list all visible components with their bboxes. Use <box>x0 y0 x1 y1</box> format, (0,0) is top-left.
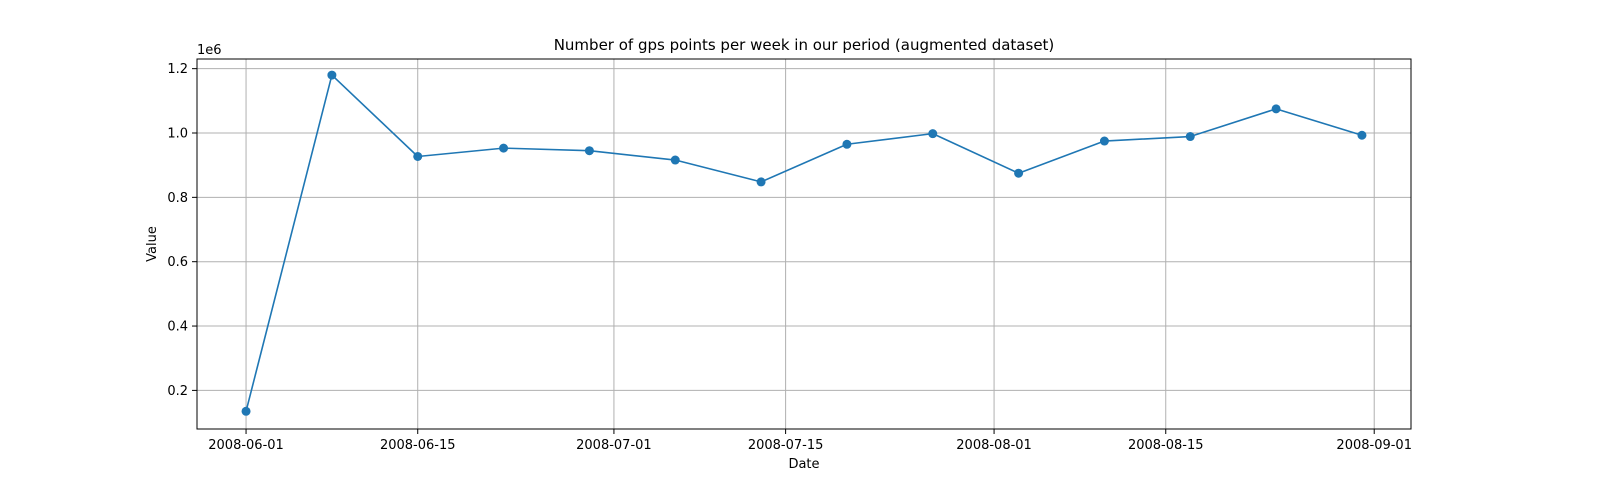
grid <box>197 59 1411 429</box>
y-axis-label: Value <box>145 226 160 262</box>
data-point-marker <box>413 151 423 161</box>
data-point-marker <box>241 406 251 416</box>
data-point-marker <box>327 70 337 80</box>
y-tick-label: 1.0 <box>167 127 188 142</box>
y-tick-label: 0.2 <box>167 384 188 399</box>
x-tick-label: 2008-09-01 <box>1336 438 1412 453</box>
series-line <box>241 70 1367 416</box>
y-tick-label: 0.4 <box>167 320 188 335</box>
x-tick-label: 2008-08-15 <box>1128 438 1204 453</box>
chart-title: Number of gps points per week in our per… <box>554 36 1055 54</box>
data-point-marker <box>670 155 680 165</box>
series-polyline <box>245 74 1363 412</box>
data-point-marker <box>842 139 852 149</box>
data-point-marker <box>1271 104 1281 114</box>
data-point-marker <box>928 129 938 139</box>
x-tick-label: 2008-08-01 <box>956 438 1032 453</box>
y-axis-offset-label: 1e6 <box>197 43 222 58</box>
data-point-marker <box>499 143 509 153</box>
x-tick-label: 2008-06-15 <box>380 438 456 453</box>
x-tick-label: 2008-06-01 <box>208 438 284 453</box>
data-point-marker <box>756 177 766 187</box>
data-point-marker <box>584 146 594 156</box>
x-tick-label: 2008-07-01 <box>576 438 652 453</box>
data-point-marker <box>1185 132 1195 142</box>
data-point-marker <box>1099 136 1109 146</box>
y-tick-label: 0.8 <box>167 191 188 206</box>
plot-area-frame <box>196 58 1412 430</box>
x-axis-label: Date <box>788 457 819 472</box>
x-tick-label: 2008-07-15 <box>748 438 824 453</box>
data-point-marker <box>1014 168 1024 178</box>
axis-ticks: 2008-06-01 2008-06-15 2008-07-01 2008-07-15… <box>167 62 1412 453</box>
data-point-marker <box>1357 130 1367 140</box>
y-tick-label: 1.2 <box>167 62 188 77</box>
y-tick-label: 0.6 <box>167 255 188 270</box>
